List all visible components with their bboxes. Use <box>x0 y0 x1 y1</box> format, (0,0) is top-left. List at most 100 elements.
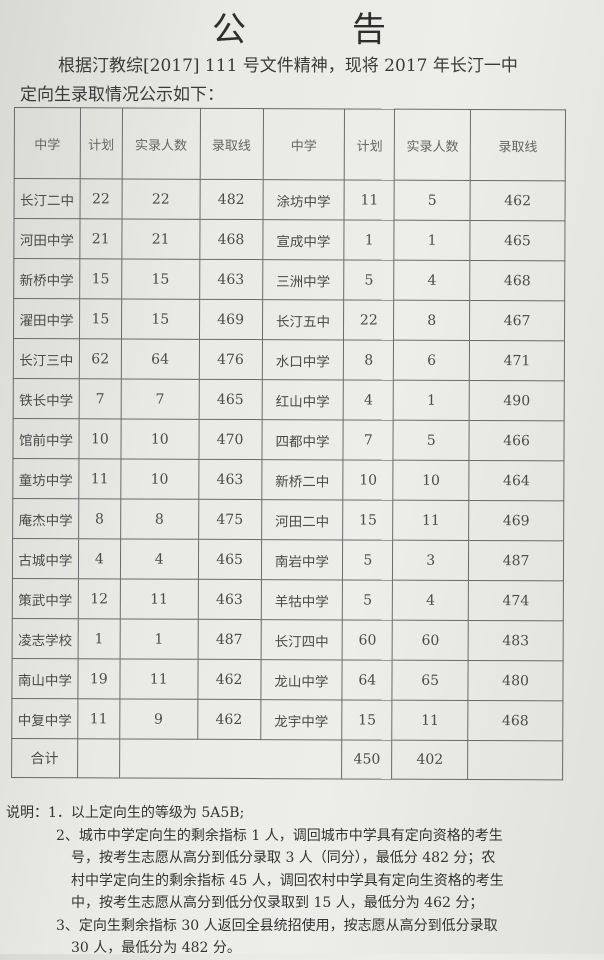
cell-school: 馆前中学 <box>12 418 79 459</box>
cell-school: 南山中学 <box>11 658 78 699</box>
cell-school: 龙宇中学 <box>260 699 343 740</box>
table-row: 古城中学 4 4 465 南岩中学 5 3 487 <box>12 538 564 581</box>
cell-plan: 60 <box>342 619 393 661</box>
cell-actual: 11 <box>120 578 199 620</box>
cell-plan: 11 <box>344 179 395 221</box>
cell-plan: 15 <box>79 258 122 299</box>
total-merged-empty-cell <box>119 738 343 779</box>
table-row: 童坊中学 11 10 463 新桥二中 10 10 464 <box>12 458 564 501</box>
notice-title: 公 告 <box>0 2 604 50</box>
cell-actual: 3 <box>392 540 469 581</box>
cell-plan: 1 <box>344 219 395 261</box>
note-1: 说明：1．以上定向生的等级为 5A5B; <box>6 802 602 825</box>
cell-plan: 8 <box>78 498 121 539</box>
cell-actual: 11 <box>392 500 469 541</box>
header-cutoff: 录取线 <box>199 108 264 180</box>
header-actual: 实录人数 <box>394 109 471 181</box>
cell-actual: 7 <box>120 378 199 420</box>
cell-school: 凌志学校 <box>12 618 79 659</box>
cell-plan: 11 <box>77 698 120 739</box>
cell-school: 长汀三中 <box>13 338 80 379</box>
cell-cutoff: 468 <box>469 260 565 301</box>
cell-actual: 8 <box>393 300 470 341</box>
cell-school: 水口中学 <box>261 339 344 380</box>
table-row: 南山中学 19 11 462 龙山中学 64 65 480 <box>11 658 564 701</box>
cell-plan: 15 <box>342 499 394 541</box>
cell-plan: 4 <box>343 379 394 421</box>
cell-school: 童坊中学 <box>12 458 79 499</box>
cell-school: 宣成中学 <box>262 219 345 260</box>
cell-plan: 15 <box>79 298 122 339</box>
table-row: 新桥中学 15 15 463 三洲中学 5 4 468 <box>13 258 565 301</box>
cell-school: 涂坊中学 <box>262 179 345 220</box>
cell-actual: 5 <box>393 420 470 461</box>
header-school: 中学 <box>262 108 345 180</box>
cell-plan: 12 <box>78 578 121 619</box>
cell-plan: 1 <box>77 618 121 659</box>
cell-actual: 9 <box>119 698 198 740</box>
total-empty-cell <box>77 738 120 778</box>
cell-actual: 22 <box>121 178 200 220</box>
title-char-1: 公 <box>212 10 246 50</box>
total-row: 合计 450 402 <box>11 738 563 780</box>
cell-school: 庵杰中学 <box>12 498 79 539</box>
cell-actual: 5 <box>394 180 471 221</box>
cell-cutoff: 462 <box>197 699 261 740</box>
cell-plan: 4 <box>78 538 121 579</box>
cell-cutoff: 465 <box>198 379 262 420</box>
cell-plan: 5 <box>342 539 393 581</box>
cell-cutoff: 468 <box>467 700 563 741</box>
cell-plan: 64 <box>342 659 393 701</box>
cell-cutoff: 471 <box>469 340 565 381</box>
cell-plan: 15 <box>342 699 393 741</box>
table-row: 中复中学 11 9 462 龙宇中学 15 11 468 <box>11 698 563 741</box>
cell-actual: 60 <box>392 620 469 661</box>
cell-cutoff: 487 <box>197 619 261 660</box>
cell-actual: 21 <box>121 218 200 260</box>
header-school: 中学 <box>14 107 81 179</box>
cell-actual: 4 <box>392 580 469 621</box>
cell-actual: 15 <box>121 298 200 340</box>
cell-school: 新桥二中 <box>261 459 344 500</box>
cell-school: 河田中学 <box>13 218 80 259</box>
cell-school: 南岩中学 <box>260 539 343 580</box>
notes-label: 说明： <box>6 805 48 821</box>
table-row: 庵杰中学 8 8 475 河田二中 15 11 469 <box>12 498 564 541</box>
cell-plan: 5 <box>343 259 395 301</box>
table-row: 濯田中学 15 15 469 长汀五中 22 8 467 <box>13 298 565 341</box>
cell-actual: 10 <box>120 458 199 500</box>
cell-cutoff: 463 <box>199 259 263 300</box>
cell-school: 策武中学 <box>12 578 79 619</box>
table-row: 策武中学 12 11 463 羊牯中学 5 4 474 <box>12 578 564 621</box>
total-cutoff-empty <box>467 740 563 780</box>
cell-cutoff: 474 <box>468 580 564 621</box>
cell-plan: 5 <box>342 579 393 621</box>
cell-school: 红山中学 <box>261 379 344 420</box>
header-plan: 计划 <box>80 107 123 179</box>
cell-school: 濯田中学 <box>13 298 80 339</box>
cell-cutoff: 469 <box>468 500 564 541</box>
cell-plan: 11 <box>78 458 121 499</box>
cell-school: 铁长中学 <box>13 378 80 419</box>
note-3-line-2: 30 人，最低分为 482 分。 <box>71 940 241 956</box>
cell-actual: 1 <box>394 220 471 261</box>
cell-actual: 11 <box>392 700 469 741</box>
cell-actual: 4 <box>120 538 199 580</box>
intro-line-2: 定向生录取情况公示如下： <box>20 85 224 105</box>
cell-school: 古城中学 <box>12 538 79 579</box>
cell-plan: 22 <box>79 178 122 219</box>
cell-cutoff: 483 <box>468 620 564 661</box>
cell-cutoff: 466 <box>469 420 565 461</box>
cell-actual: 6 <box>393 340 470 381</box>
total-plan: 450 <box>341 739 393 780</box>
cell-cutoff: 487 <box>468 540 564 581</box>
cell-actual: 8 <box>120 498 199 540</box>
note-2-line-1: 2、城市中学定向生的剩余指标 1 人，调回城市中学具有定向资格的考生 <box>56 827 503 844</box>
cell-cutoff: 465 <box>198 539 262 580</box>
cell-school: 三洲中学 <box>262 259 345 300</box>
cell-cutoff: 465 <box>469 220 566 261</box>
cell-school: 羊牯中学 <box>260 579 343 620</box>
cell-school: 新桥中学 <box>13 258 80 299</box>
cell-plan: 7 <box>78 378 122 419</box>
note-3-line-1: 3、定向生剩余指标 30 人返回全县统招使用，按志愿从高分到低分录取 <box>56 917 498 934</box>
